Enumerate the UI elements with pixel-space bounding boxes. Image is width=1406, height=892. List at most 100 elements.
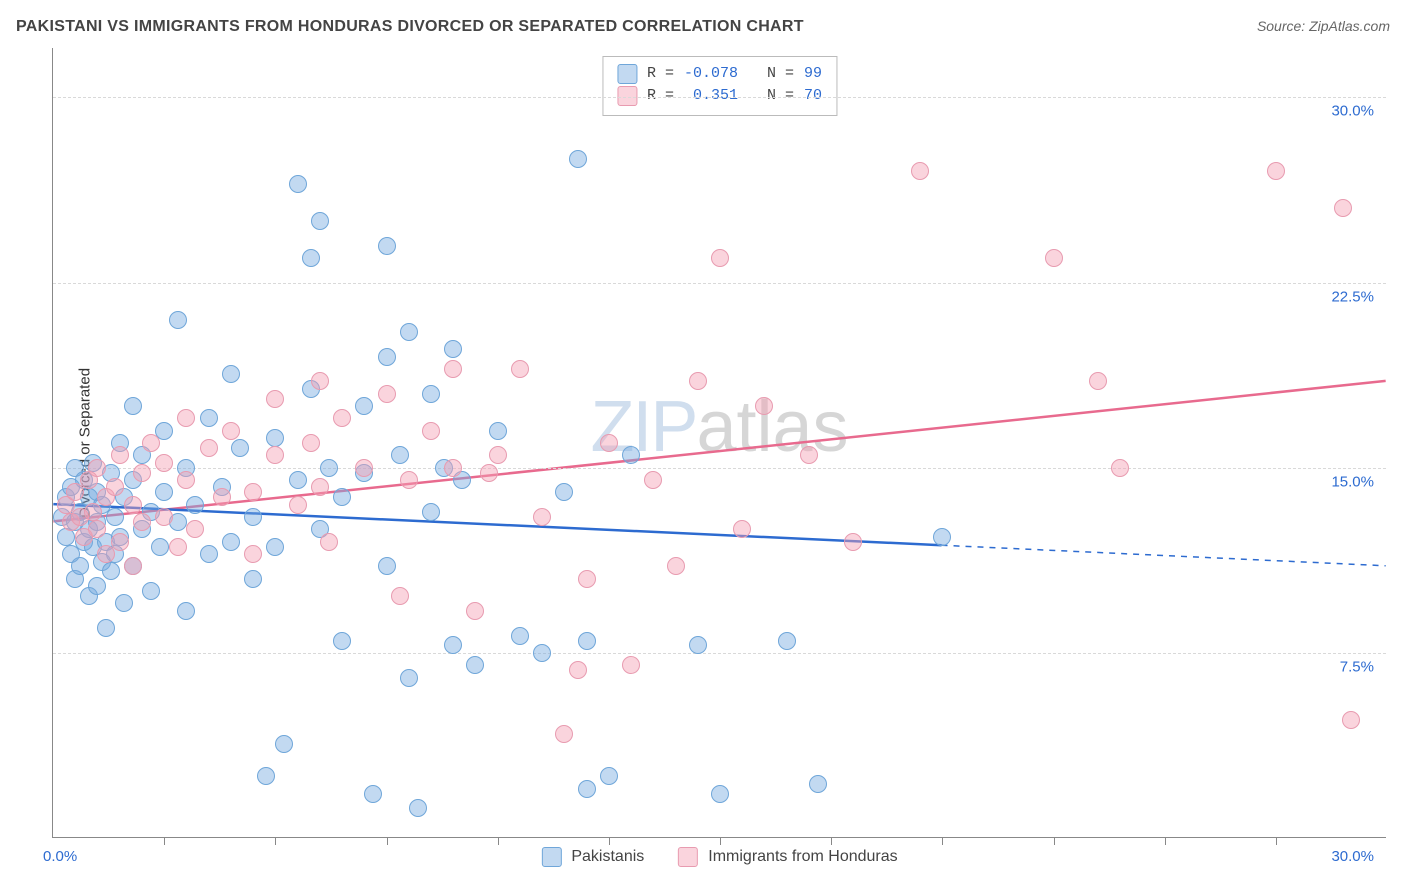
point-b: [355, 459, 373, 477]
legend-item-a: Pakistanis: [541, 847, 644, 867]
point-a: [444, 636, 462, 654]
point-a: [311, 212, 329, 230]
point-a: [102, 562, 120, 580]
x-tick: [164, 837, 165, 845]
point-a: [391, 446, 409, 464]
point-b: [333, 409, 351, 427]
x-tick: [498, 837, 499, 845]
x-tick: [387, 837, 388, 845]
point-b: [88, 520, 106, 538]
point-b: [578, 570, 596, 588]
swatch-a: [617, 64, 637, 84]
point-b: [569, 661, 587, 679]
point-a: [778, 632, 796, 650]
point-a: [266, 429, 284, 447]
point-a: [378, 237, 396, 255]
y-tick-label: 15.0%: [1331, 473, 1374, 490]
point-b: [1342, 711, 1360, 729]
x-tick: [1054, 837, 1055, 845]
swatch-b: [617, 86, 637, 106]
point-b: [555, 725, 573, 743]
point-b: [213, 488, 231, 506]
point-a: [289, 175, 307, 193]
point-b: [444, 459, 462, 477]
point-a: [422, 385, 440, 403]
gridline: [53, 97, 1386, 98]
point-b: [124, 557, 142, 575]
point-a: [222, 365, 240, 383]
point-b: [1111, 459, 1129, 477]
point-a: [409, 799, 427, 817]
x-tick: [942, 837, 943, 845]
point-a: [115, 594, 133, 612]
point-b: [177, 471, 195, 489]
x-axis-min: 0.0%: [43, 848, 77, 865]
point-a: [422, 503, 440, 521]
point-b: [391, 587, 409, 605]
point-a: [302, 249, 320, 267]
point-a: [266, 538, 284, 556]
point-b: [600, 434, 618, 452]
point-a: [364, 785, 382, 803]
point-a: [578, 780, 596, 798]
gridline: [53, 283, 1386, 284]
point-a: [275, 735, 293, 753]
y-tick-label: 7.5%: [1340, 658, 1374, 675]
swatch-b-icon: [678, 847, 698, 867]
gridline: [53, 653, 1386, 654]
point-b: [422, 422, 440, 440]
point-a: [231, 439, 249, 457]
point-b: [733, 520, 751, 538]
point-a: [169, 311, 187, 329]
point-a: [151, 538, 169, 556]
point-a: [533, 644, 551, 662]
x-tick: [609, 837, 610, 845]
point-b: [844, 533, 862, 551]
point-b: [88, 459, 106, 477]
point-b: [689, 372, 707, 390]
trend-lines: [53, 48, 1386, 837]
gridline: [53, 468, 1386, 469]
point-a: [222, 533, 240, 551]
point-a: [97, 619, 115, 637]
point-b: [302, 434, 320, 452]
point-b: [111, 446, 129, 464]
point-b: [466, 602, 484, 620]
point-a: [124, 397, 142, 415]
point-a: [333, 632, 351, 650]
point-b: [124, 496, 142, 514]
point-b: [533, 508, 551, 526]
point-a: [378, 557, 396, 575]
swatch-a-icon: [541, 847, 561, 867]
point-b: [289, 496, 307, 514]
point-b: [244, 545, 262, 563]
point-b: [244, 483, 262, 501]
point-b: [169, 538, 187, 556]
point-a: [257, 767, 275, 785]
point-a: [186, 496, 204, 514]
point-a: [489, 422, 507, 440]
point-b: [622, 656, 640, 674]
point-b: [755, 397, 773, 415]
point-b: [111, 533, 129, 551]
point-a: [600, 767, 618, 785]
x-tick: [275, 837, 276, 845]
plot-area: Divorced or Separated ZIPatlas R = -0.07…: [52, 48, 1386, 838]
point-b: [311, 372, 329, 390]
point-a: [155, 483, 173, 501]
x-axis-max: 30.0%: [1331, 848, 1374, 865]
point-a: [289, 471, 307, 489]
point-a: [933, 528, 951, 546]
point-b: [480, 464, 498, 482]
x-tick: [1165, 837, 1166, 845]
legend-row-a: R = -0.078 N = 99: [617, 63, 822, 85]
point-a: [466, 656, 484, 674]
point-a: [400, 669, 418, 687]
point-b: [266, 390, 284, 408]
point-b: [400, 471, 418, 489]
point-a: [200, 545, 218, 563]
point-a: [511, 627, 529, 645]
point-b: [222, 422, 240, 440]
chart-title: PAKISTANI VS IMMIGRANTS FROM HONDURAS DI…: [16, 18, 804, 36]
point-b: [1334, 199, 1352, 217]
